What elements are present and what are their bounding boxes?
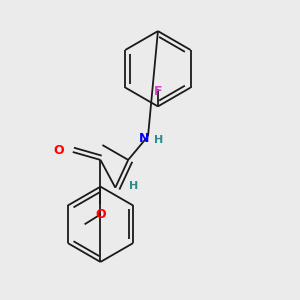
Text: F: F <box>154 85 162 98</box>
Text: O: O <box>95 208 106 221</box>
Text: H: H <box>154 135 164 145</box>
Text: H: H <box>128 181 138 191</box>
Text: N: N <box>139 132 149 145</box>
Text: O: O <box>53 143 64 157</box>
